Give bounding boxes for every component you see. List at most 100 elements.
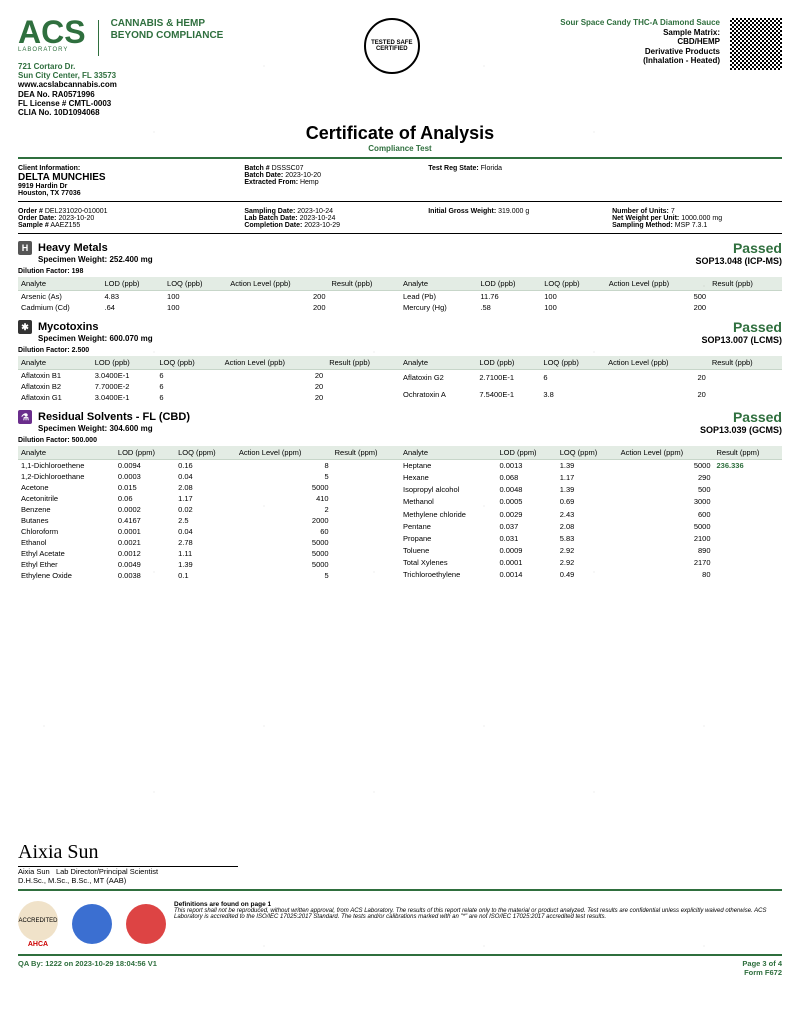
sdate-val: 2023-10-24 — [297, 208, 333, 215]
fl-lbl: FL License # — [18, 99, 66, 108]
col-header: LOQ (ppm) — [175, 446, 236, 460]
col-header: LOQ (ppb) — [164, 277, 227, 291]
solv-table: AnalyteLOD (ppm)LOQ (ppm)Action Level (p… — [18, 446, 782, 581]
col-header: Analyte — [18, 446, 115, 460]
reg-val: Florida — [481, 165, 502, 172]
col-header: LOD (ppb) — [102, 277, 165, 291]
qr-code-icon — [730, 18, 782, 70]
table-row: Heptane0.00131.395000236.336 — [400, 459, 782, 472]
solv-sop: SOP13.039 (GCMS) — [700, 425, 782, 435]
logo-text: ACS — [18, 18, 86, 47]
col-header: Result (ppm) — [332, 446, 400, 460]
fl-val: CMTL-0003 — [69, 99, 112, 108]
dea-lbl: DEA No. — [18, 90, 50, 99]
lbdate-val: 2023-10-24 — [300, 215, 336, 222]
section-solvents: ⚗ Residual Solvents - FL (CBD) Specimen … — [18, 409, 782, 435]
col-header: Result (ppb) — [709, 277, 782, 291]
logo-tag-1: CANNABIS & HEMP — [111, 18, 224, 30]
sdate-lbl: Sampling Date: — [244, 208, 295, 215]
col-header: LOD (ppm) — [496, 446, 556, 460]
sample-matrix-3: (Inhalation - Heated) — [560, 56, 720, 66]
lbdate-lbl: Lab Batch Date: — [244, 215, 297, 222]
hm-spec-lbl: Specimen Weight: — [38, 255, 107, 264]
sample-matrix-lbl: Sample Matrix: — [560, 28, 720, 38]
table-row: Pentane0.0372.085000 — [400, 520, 782, 532]
extracted-lbl: Extracted From: — [244, 179, 298, 186]
bdate-val: 2023-10-20 — [285, 172, 321, 179]
col-header: Analyte — [18, 277, 102, 291]
col-header: Action Level (ppm) — [618, 446, 714, 460]
odate-lbl: Order Date: — [18, 215, 57, 222]
sample-info: Sour Space Candy THC-A Diamond Sauce Sam… — [560, 18, 720, 117]
table-row: Aflatoxin B13.0400E-1620 — [18, 369, 400, 381]
myco-sop: SOP13.007 (LCMS) — [701, 335, 782, 345]
lab-addr-2: Sun City Center, FL 33573 — [18, 71, 223, 80]
table-row: Ethyl Ether0.00491.395000 — [18, 559, 400, 570]
igw-lbl: Initial Gross Weight: — [428, 208, 496, 215]
divider — [18, 889, 782, 891]
myco-spec-lbl: Specimen Weight: — [38, 334, 107, 343]
solvents-title: Residual Solvents - FL (CBD) — [38, 411, 190, 423]
cert-badge-2-icon — [72, 904, 112, 944]
logo-tag-2: BEYOND COMPLIANCE — [111, 30, 224, 42]
hm-dilution: Dilution Factor: 198 — [18, 268, 782, 275]
odate-val: 2023-10-20 — [58, 215, 94, 222]
meta-grid: Client Information: DELTA MUNCHIES 9919 … — [18, 163, 782, 199]
table-row: Benzene0.00020.022 — [18, 504, 400, 515]
solv-passed: Passed — [700, 409, 782, 425]
col-header: LOQ (ppb) — [156, 356, 221, 370]
client-addr-2: Houston, TX 77036 — [18, 190, 230, 197]
table-row: Aflatoxin G13.0400E-1620 — [18, 392, 400, 403]
units-val: 7 — [671, 208, 675, 215]
table-row: 1,2-Dichloroethane0.00030.045 — [18, 471, 400, 482]
nwu-val: 1000.000 mg — [681, 215, 722, 222]
qa-stamp: QA By: 1222 on 2023-10-29 18:04:56 V1 — [18, 959, 157, 977]
acs-logo: ACS LABORATORY — [18, 18, 86, 53]
table-row: Propane0.0315.832100 — [400, 532, 782, 544]
certified-badge-icon: TESTED SAFE CERTIFIED — [364, 18, 420, 74]
heavy-metals-icon: H — [18, 241, 32, 255]
sample-matrix-2: Derivative Products — [560, 47, 720, 57]
table-row: Ethylene Oxide0.00380.15 — [18, 570, 400, 581]
smethod-lbl: Sampling Method: — [612, 222, 673, 229]
divider — [18, 201, 782, 202]
col-header: Analyte — [400, 446, 496, 460]
units-lbl: Number of Units: — [612, 208, 669, 215]
sig-name: Aixia Sun — [18, 867, 50, 876]
col-header: Action Level (ppm) — [236, 446, 332, 460]
table-row: Ochratoxin A7.5400E-13.820 — [400, 386, 782, 402]
batch-val: DSSSC07 — [272, 165, 304, 172]
col-header: Action Level (ppb) — [222, 356, 327, 370]
col-header: LOD (ppb) — [477, 277, 541, 291]
table-row: Ethanol0.00212.785000 — [18, 537, 400, 548]
cdate-val: 2023-10-29 — [304, 222, 340, 229]
page-number: Page 3 of 4 — [742, 959, 782, 968]
signature-block: Aixia Sun Aixia Sun Lab Director/Princip… — [18, 841, 782, 885]
col-header: Result (ppb) — [329, 277, 400, 291]
col-header: LOQ (ppb) — [541, 277, 605, 291]
heavy-metals-title: Heavy Metals — [38, 242, 108, 254]
col-header: Result (ppm) — [714, 446, 783, 460]
page-title: Certificate of Analysis — [18, 123, 782, 144]
table-row: Hexane0.0681.17290 — [400, 472, 782, 484]
myco-table: AnalyteLOD (ppb)LOQ (ppb)Action Level (p… — [18, 356, 782, 403]
nwu-lbl: Net Weight per Unit: — [612, 215, 679, 222]
table-row: Trichloroethylene0.00140.4980 — [400, 568, 782, 580]
client-addr-1: 9919 Hardin Dr — [18, 183, 230, 190]
col-header: LOQ (ppb) — [540, 356, 605, 370]
definitions-title: Definitions are found on page 1 — [174, 901, 782, 908]
hm-sop: SOP13.048 (ICP-MS) — [695, 256, 782, 266]
batch-lbl: Batch # — [244, 165, 269, 172]
solv-spec-lbl: Specimen Weight: — [38, 424, 107, 433]
table-row: Methylene chloride0.00292.43600 — [400, 508, 782, 520]
cert-badge-3-icon — [126, 904, 166, 944]
page-subtitle: Compliance Test — [18, 144, 782, 153]
solvents-icon: ⚗ — [18, 410, 32, 424]
header: ACS LABORATORY CANNABIS & HEMP BEYOND CO… — [18, 18, 782, 117]
form-number: Form F672 — [742, 968, 782, 977]
ahca-label: AHCA — [18, 941, 58, 948]
client-name: DELTA MUNCHIES — [18, 172, 230, 183]
table-row: Aflatoxin B27.7000E-2620 — [18, 381, 400, 392]
definitions-body: This report shall not be reproduced, wit… — [174, 908, 778, 920]
lab-website[interactable]: www.acslabcannabis.com — [18, 80, 117, 89]
